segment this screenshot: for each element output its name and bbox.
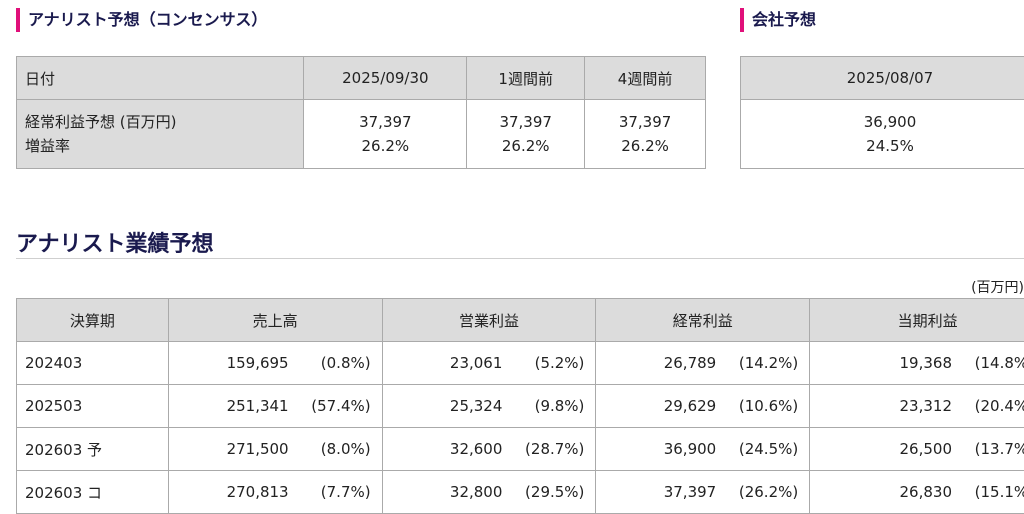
operating-profit-value: 32,800	[450, 483, 503, 501]
operating-profit-value: 23,061	[450, 354, 503, 372]
net-profit-value: 23,312	[900, 397, 953, 415]
sales-cell: 159,695 (0.8%)	[168, 342, 382, 385]
ordinary-profit-value: 26,789	[664, 354, 717, 372]
consensus-col-current: 37,397 26.2%	[304, 100, 467, 169]
performance-table: 決算期 売上高 営業利益 経常利益 当期利益 202403 159,695 (0.8…	[16, 298, 1024, 514]
sales-growth: (8.0%)	[311, 440, 371, 458]
net-profit-value: 26,500	[900, 440, 953, 458]
ordinary-profit-growth: (26.2%)	[738, 483, 798, 501]
consensus-col-4w: 37,397 26.2%	[585, 100, 706, 169]
period-cell: 202603 予	[17, 428, 169, 471]
consensus-rate: 26.2%	[586, 134, 704, 158]
ordinary-profit-value: 37,397	[664, 483, 717, 501]
net-profit-growth: (15.1%)	[974, 483, 1024, 501]
consensus-title: アナリスト予想（コンセンサス）	[16, 8, 267, 32]
sales-growth: (7.7%)	[311, 483, 371, 501]
consensus-rate: 26.2%	[468, 134, 583, 158]
sales-value: 270,813	[227, 483, 289, 501]
operating-profit-growth: (28.7%)	[524, 440, 584, 458]
growth-rate-label: 増益率	[25, 134, 302, 158]
operating-profit-growth: (9.8%)	[524, 397, 584, 415]
company-forecast-table: 2025/08/07 36,900 24.5%	[740, 56, 1024, 169]
sales-cell: 271,500 (8.0%)	[168, 428, 382, 471]
date-current: 2025/09/30	[304, 57, 467, 100]
company-forecast-date: 2025/08/07	[741, 57, 1024, 100]
col-period: 決算期	[17, 299, 169, 342]
ordinary-profit-growth: (14.2%)	[738, 354, 798, 372]
unit-label: (百万円)	[971, 277, 1024, 297]
performance-header-row: 決算期 売上高 営業利益 経常利益 当期利益	[17, 299, 1024, 342]
table-row: 202403 159,695 (0.8%) 23,061 (5.2%) 26,789 (14…	[17, 342, 1024, 385]
consensus-table: 日付 2025/09/30 1週間前 4週間前 経常利益予想 (百万円) 増益率…	[16, 56, 706, 169]
sales-value: 271,500	[227, 440, 289, 458]
operating-profit-growth: (5.2%)	[524, 354, 584, 372]
col-operating-profit: 営業利益	[382, 299, 596, 342]
period-cell: 202603 コ	[17, 471, 169, 514]
consensus-value: 37,397	[586, 110, 704, 134]
ordinary-profit-growth: (24.5%)	[738, 440, 798, 458]
consensus-value: 37,397	[305, 110, 465, 134]
ordinary-profit-cell: 37,397 (26.2%)	[596, 471, 810, 514]
operating-profit-cell: 32,800 (29.5%)	[382, 471, 596, 514]
operating-profit-cell: 23,061 (5.2%)	[382, 342, 596, 385]
net-profit-growth: (13.7%)	[974, 440, 1024, 458]
operating-profit-value: 32,600	[450, 440, 503, 458]
operating-profit-value: 25,324	[450, 397, 503, 415]
ordinary-profit-cell: 26,789 (14.2%)	[596, 342, 810, 385]
consensus-value: 37,397	[468, 110, 583, 134]
net-profit-cell: 26,830 (15.1%)	[810, 471, 1024, 514]
consensus-rate: 26.2%	[305, 134, 465, 158]
col-net-profit: 当期利益	[810, 299, 1024, 342]
sales-growth: (57.4%)	[311, 397, 371, 415]
net-profit-value: 26,830	[900, 483, 953, 501]
date-4w: 4週間前	[585, 57, 706, 100]
consensus-value-row: 経常利益予想 (百万円) 増益率 37,397 26.2% 37,397 26.…	[17, 100, 706, 169]
company-forecast-value: 36,900	[742, 110, 1024, 134]
col-ordinary-profit: 経常利益	[596, 299, 810, 342]
table-row: 202503 251,341 (57.4%) 25,324 (9.8%) 29,629 (1…	[17, 385, 1024, 428]
ordinary-profit-label: 経常利益予想 (百万円)	[25, 110, 302, 134]
net-profit-cell: 23,312 (20.4%)	[810, 385, 1024, 428]
consensus-header-row: 日付 2025/09/30 1週間前 4週間前	[17, 57, 706, 100]
period-cell: 202503	[17, 385, 169, 428]
sales-cell: 270,813 (7.7%)	[168, 471, 382, 514]
ordinary-profit-cell: 36,900 (24.5%)	[596, 428, 810, 471]
net-profit-cell: 26,500 (13.7%)	[810, 428, 1024, 471]
net-profit-cell: 19,368 (14.8%)	[810, 342, 1024, 385]
consensus-labels: 経常利益予想 (百万円) 増益率	[17, 100, 304, 169]
company-forecast-rate: 24.5%	[742, 134, 1024, 158]
period-cell: 202403	[17, 342, 169, 385]
title-divider	[16, 258, 1024, 259]
date-header: 日付	[17, 57, 304, 100]
performance-title: アナリスト業績予想	[16, 226, 214, 258]
operating-profit-growth: (29.5%)	[524, 483, 584, 501]
sales-growth: (0.8%)	[311, 354, 371, 372]
net-profit-value: 19,368	[900, 354, 953, 372]
operating-profit-cell: 32,600 (28.7%)	[382, 428, 596, 471]
company-forecast-title: 会社予想	[740, 8, 816, 32]
ordinary-profit-value: 29,629	[664, 397, 717, 415]
table-row: 202603 コ 270,813 (7.7%) 32,800 (29.5%) 37,397…	[17, 471, 1024, 514]
company-forecast-cell: 36,900 24.5%	[741, 100, 1024, 169]
ordinary-profit-value: 36,900	[664, 440, 717, 458]
consensus-col-1w: 37,397 26.2%	[467, 100, 585, 169]
date-1w: 1週間前	[467, 57, 585, 100]
net-profit-growth: (14.8%)	[974, 354, 1024, 372]
ordinary-profit-cell: 29,629 (10.6%)	[596, 385, 810, 428]
sales-cell: 251,341 (57.4%)	[168, 385, 382, 428]
operating-profit-cell: 25,324 (9.8%)	[382, 385, 596, 428]
sales-value: 159,695	[227, 354, 289, 372]
sales-value: 251,341	[227, 397, 289, 415]
net-profit-growth: (20.4%)	[974, 397, 1024, 415]
col-sales: 売上高	[168, 299, 382, 342]
ordinary-profit-growth: (10.6%)	[738, 397, 798, 415]
table-row: 202603 予 271,500 (8.0%) 32,600 (28.7%) 36,900…	[17, 428, 1024, 471]
